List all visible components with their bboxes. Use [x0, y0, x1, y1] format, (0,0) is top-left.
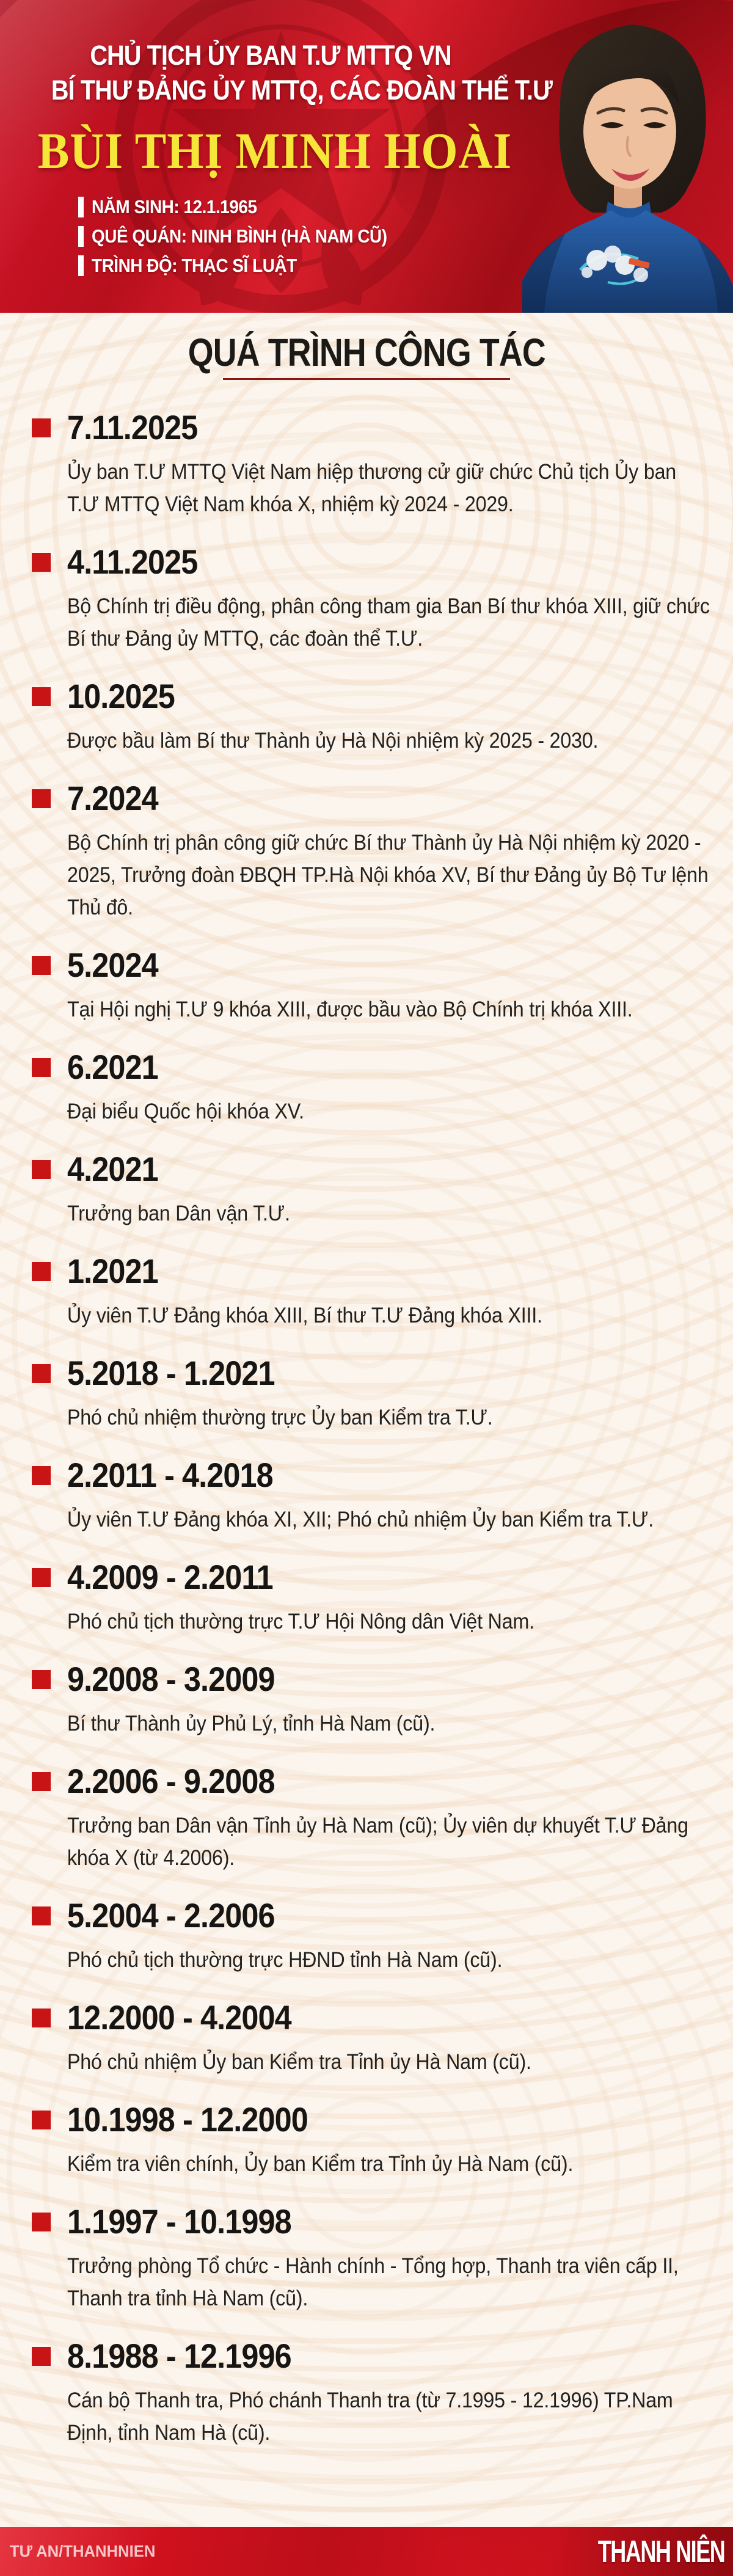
- timeline-bullet-icon: [32, 789, 51, 808]
- timeline-desc: Ủy ban T.Ư MTTQ Việt Nam hiệp thương cử …: [67, 460, 677, 516]
- timeline-date: 2.2011 - 4.2018: [67, 1456, 274, 1494]
- timeline-entry: 7.11.2025 Ủy ban T.Ư MTTQ Việt Nam hiệp …: [0, 408, 733, 520]
- timeline-bullet-icon: [32, 1567, 51, 1587]
- timeline-date: 7.11.2025: [67, 408, 198, 447]
- timeline-bullet-icon: [32, 1465, 51, 1485]
- timeline-bullet-icon: [32, 1771, 51, 1791]
- timeline-bullet-icon: [32, 1159, 51, 1179]
- fact-row-education: TRÌNH ĐỘ: THẠC SĨ LUẬT: [78, 255, 420, 276]
- timeline-entry: 12.2000 - 4.2004 Phó chủ nhiệm Ủy ban Ki…: [0, 1998, 733, 2078]
- timeline-bullet-icon: [32, 2346, 51, 2366]
- timeline-date: 10.1998 - 12.2000: [67, 2100, 308, 2139]
- role-line-2: BÍ THƯ ĐẢNG ỦY MTTQ, CÁC ĐOÀN THỂ T.Ư: [51, 75, 553, 106]
- title-underline: [223, 378, 510, 380]
- timeline-entry: 6.2021 Đại biểu Quốc hội khóa XV.: [0, 1048, 733, 1128]
- footer-bar: TƯ AN/THANHNIEN THANH NIÊN: [0, 2527, 733, 2576]
- timeline-entry: 7.2024 Bộ Chính trị phân công giữ chức B…: [0, 779, 733, 924]
- timeline-date: 8.1988 - 12.1996: [67, 2337, 292, 2375]
- timeline-bullet-icon: [32, 2212, 51, 2231]
- timeline-date: 9.2008 - 3.2009: [67, 1660, 275, 1698]
- timeline-bullet-icon: [32, 1906, 51, 1925]
- timeline-desc: Được bầu làm Bí thư Thành ủy Hà Nội nhiệ…: [67, 729, 599, 753]
- timeline-bullet-icon: [32, 2110, 51, 2129]
- timeline-date: 1.1997 - 10.1998: [67, 2202, 292, 2241]
- label-bar-icon: [78, 226, 84, 247]
- fact-row-birth: NĂM SINH: 12.1.1965: [78, 197, 420, 217]
- timeline-desc: Ủy viên T.Ư Đảng khóa XI, XII; Phó chủ n…: [67, 1508, 654, 1531]
- timeline-desc: Cán bộ Thanh tra, Phó chánh Thanh tra (t…: [67, 2388, 673, 2445]
- timeline-bullet-icon: [32, 1363, 51, 1383]
- label-bar-icon: [78, 197, 84, 217]
- floral-embroidery: [579, 246, 650, 285]
- career-section: QUÁ TRÌNH CÔNG TÁC 7.11.2025 Ủy ban T.Ư …: [0, 313, 733, 2471]
- author-credit: TƯ AN/THANHNIEN: [10, 2542, 156, 2561]
- timeline-desc: Phó chủ tịch thường trực T.Ư Hội Nông dâ…: [67, 1610, 534, 1633]
- person-name: BÙI THỊ MINH HOÀI: [37, 123, 512, 180]
- timeline-date: 5.2018 - 1.2021: [67, 1354, 275, 1392]
- section-title: QUÁ TRÌNH CÔNG TÁC: [188, 330, 545, 374]
- header-banner: CHỦ TỊCH ỦY BAN T.Ư MTTQ VN BÍ THƯ ĐẢNG …: [0, 0, 733, 313]
- timeline-date: 5.2004 - 2.2006: [67, 1896, 275, 1935]
- fact-text: QUÊ QUÁN: NINH BÌNH (HÀ NAM CŨ): [92, 225, 387, 247]
- timeline-desc: Trưởng phòng Tổ chức - Hành chính - Tổng…: [67, 2254, 679, 2310]
- timeline-date: 10.2025: [67, 677, 175, 715]
- fact-text: TRÌNH ĐỘ: THẠC SĨ LUẬT: [92, 255, 297, 276]
- timeline-bullet-icon: [32, 418, 51, 437]
- timeline-bullet-icon: [32, 1669, 51, 1689]
- timeline-date: 12.2000 - 4.2004: [67, 1998, 292, 2037]
- role-line-1: CHỦ TỊCH ỦY BAN T.Ư MTTQ VN: [90, 40, 451, 71]
- timeline-date: 4.2021: [67, 1150, 159, 1188]
- timeline-desc: Đại biểu Quốc hội khóa XV.: [67, 1100, 304, 1123]
- timeline-desc: Phó chủ nhiệm thường trực Ủy ban Kiểm tr…: [67, 1406, 493, 1429]
- timeline-entry: 5.2004 - 2.2006 Phó chủ tịch thường trực…: [0, 1896, 733, 1976]
- timeline-desc: Tại Hội nghị T.Ư 9 khóa XIII, được bầu v…: [67, 998, 633, 1021]
- timeline-date: 5.2024: [67, 946, 159, 984]
- timeline-entry: 10.1998 - 12.2000 Kiểm tra viên chính, Ủ…: [0, 2100, 733, 2180]
- timeline-bullet-icon: [32, 2008, 51, 2027]
- label-bar-icon: [78, 255, 84, 276]
- timeline-bullet-icon: [32, 552, 51, 572]
- timeline-desc: Bộ Chính trị điều động, phân công tham g…: [67, 594, 710, 651]
- timeline-date: 4.2009 - 2.2011: [67, 1558, 274, 1596]
- timeline-bullet-icon: [32, 1057, 51, 1077]
- timeline-desc: Ủy viên T.Ư Đảng khóa XIII, Bí thư T.Ư Đ…: [67, 1304, 542, 1327]
- timeline-entry: 5.2024 Tại Hội nghị T.Ư 9 khóa XIII, đượ…: [0, 946, 733, 1026]
- timeline-desc: Bí thư Thành ủy Phủ Lý, tỉnh Hà Nam (cũ)…: [67, 1712, 436, 1735]
- timeline-date: 6.2021: [67, 1048, 159, 1086]
- timeline-desc: Trưởng ban Dân vận Tỉnh ủy Hà Nam (cũ); …: [67, 1814, 688, 1870]
- timeline-bullet-icon: [32, 955, 51, 975]
- timeline-entry: 9.2008 - 3.2009 Bí thư Thành ủy Phủ Lý, …: [0, 1660, 733, 1740]
- timeline-entry: 5.2018 - 1.2021 Phó chủ nhiệm thường trự…: [0, 1354, 733, 1434]
- header-text-block: CHỦ TỊCH ỦY BAN T.Ư MTTQ VN BÍ THƯ ĐẢNG …: [17, 38, 553, 180]
- timeline-entry: 1.1997 - 10.1998 Trưởng phòng Tổ chức - …: [0, 2202, 733, 2315]
- timeline-date: 7.2024: [67, 779, 159, 817]
- timeline-entry: 4.11.2025 Bộ Chính trị điều động, phân c…: [0, 542, 733, 655]
- timeline-desc: Bộ Chính trị phân công giữ chức Bí thư T…: [67, 831, 709, 919]
- timeline-desc: Phó chủ nhiệm Ủy ban Kiểm tra Tỉnh ủy Hà…: [67, 2050, 531, 2074]
- fact-row-hometown: QUÊ QUÁN: NINH BÌNH (HÀ NAM CŨ): [78, 226, 420, 247]
- timeline-desc: Kiểm tra viên chính, Ủy ban Kiểm tra Tỉn…: [67, 2152, 574, 2176]
- timeline-desc: Phó chủ tịch thường trực HĐND tỉnh Hà Na…: [67, 1948, 503, 1972]
- thanh-nien-logo: THANH NIÊN: [597, 2534, 725, 2569]
- personal-facts: NĂM SINH: 12.1.1965 QUÊ QUÁN: NINH BÌNH …: [78, 197, 420, 285]
- portrait-photo: [522, 24, 733, 313]
- timeline-date: 2.2006 - 9.2008: [67, 1762, 275, 1800]
- timeline-date: 4.11.2025: [67, 542, 198, 581]
- timeline-desc: Trưởng ban Dân vận T.Ư.: [67, 1202, 290, 1225]
- timeline-entry: 2.2006 - 9.2008 Trưởng ban Dân vận Tỉnh …: [0, 1762, 733, 1874]
- timeline: 7.11.2025 Ủy ban T.Ư MTTQ Việt Nam hiệp …: [0, 408, 733, 2449]
- fact-text: NĂM SINH: 12.1.1965: [92, 196, 257, 217]
- timeline-date: 1.2021: [67, 1252, 159, 1290]
- timeline-entry: 2.2011 - 4.2018 Ủy viên T.Ư Đảng khóa XI…: [0, 1456, 733, 1536]
- timeline-entry: 4.2009 - 2.2011 Phó chủ tịch thường trực…: [0, 1558, 733, 1638]
- timeline-entry: 4.2021 Trưởng ban Dân vận T.Ư.: [0, 1150, 733, 1230]
- timeline-bullet-icon: [32, 687, 51, 706]
- timeline-entry: 8.1988 - 12.1996 Cán bộ Thanh tra, Phó c…: [0, 2337, 733, 2449]
- timeline-bullet-icon: [32, 1261, 51, 1281]
- timeline-entry: 10.2025 Được bầu làm Bí thư Thành ủy Hà …: [0, 677, 733, 757]
- timeline-entry: 1.2021 Ủy viên T.Ư Đảng khóa XIII, Bí th…: [0, 1252, 733, 1332]
